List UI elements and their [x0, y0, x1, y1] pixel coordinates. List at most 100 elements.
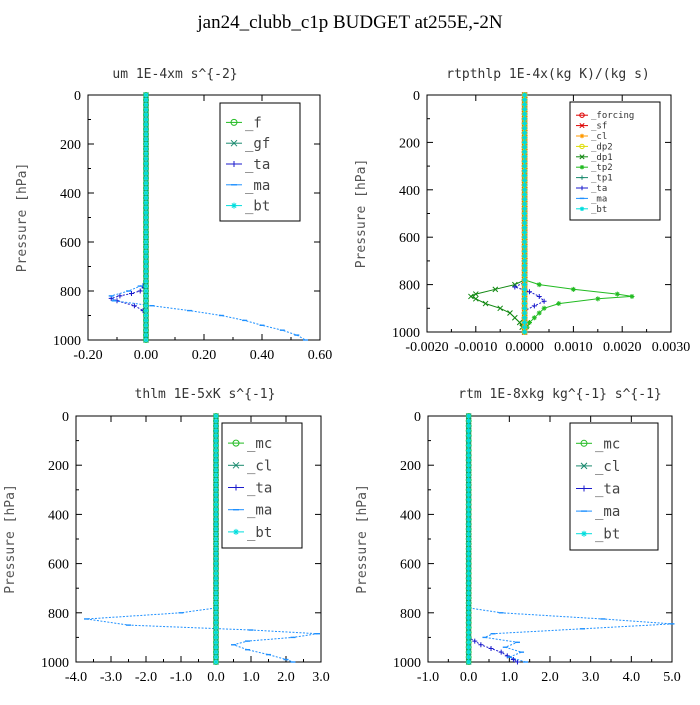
y-tick-label: 0	[62, 410, 69, 425]
y-tick-label: 600	[400, 558, 421, 573]
data-point	[213, 472, 219, 478]
data-point	[213, 516, 219, 522]
legend-box	[221, 422, 303, 549]
data-point	[213, 610, 219, 616]
data-point	[213, 590, 219, 596]
data-point	[466, 654, 472, 660]
data-point	[143, 249, 149, 255]
legend-swatch-marker	[579, 175, 585, 180]
x-tick-label: 4.0	[623, 670, 641, 685]
series-bt	[466, 413, 472, 665]
data-point	[522, 253, 528, 259]
data-point	[143, 102, 149, 108]
legend-entry: _mc	[595, 436, 620, 452]
data-point	[213, 413, 219, 419]
data-point	[522, 120, 528, 126]
data-point	[531, 315, 537, 321]
data-point	[143, 332, 149, 338]
data-point	[143, 170, 149, 176]
x-tick-label: 0.0030	[652, 340, 691, 355]
data-point	[522, 215, 528, 221]
data-point	[213, 595, 219, 601]
data-point	[522, 196, 528, 202]
legend: _mc _cl _ta _ma _bt	[569, 422, 659, 551]
y-tick-label: 600	[60, 236, 81, 251]
legend-entry: _ta	[245, 157, 270, 173]
data-point	[143, 121, 149, 127]
data-point	[129, 290, 134, 296]
data-point	[466, 556, 472, 562]
x-tick-label: 3.0	[582, 670, 600, 685]
data-point	[522, 116, 528, 122]
data-point	[213, 438, 219, 444]
y-tick-label: 800	[48, 607, 69, 622]
data-point	[466, 629, 472, 635]
data-point	[143, 264, 149, 269]
data-point	[213, 541, 219, 547]
legend-entry: _mc	[247, 436, 272, 452]
legend-box	[569, 422, 659, 551]
panel-title: rtm 1E-8xkg kg^{-1} s^{-1}	[458, 387, 662, 402]
data-point	[213, 482, 219, 488]
series-bt	[213, 413, 219, 665]
data-point	[213, 625, 219, 631]
data-point	[143, 224, 149, 230]
data-point	[213, 615, 219, 621]
data-point	[213, 561, 219, 567]
data-point	[522, 277, 528, 283]
data-point	[478, 642, 484, 648]
data-point	[143, 97, 149, 103]
data-point	[522, 144, 528, 150]
data-point	[143, 254, 149, 260]
data-point	[522, 282, 528, 288]
data-point	[531, 303, 537, 309]
data-point	[488, 645, 494, 651]
y-tick-label: 600	[48, 558, 69, 573]
data-point	[522, 192, 528, 198]
panel-2: rtpthlp 1E-4x(kg K)/(kg s) Pressure [hPa]…	[354, 67, 690, 355]
data-point	[466, 615, 472, 621]
data-point	[497, 305, 504, 312]
legend-swatch-marker	[230, 139, 238, 147]
data-point	[213, 462, 219, 468]
data-point	[522, 248, 528, 254]
data-point	[536, 310, 542, 316]
panel-1: um 1E-4xm s^{-2} Pressure [hPa] -0.20 0.00 0…	[15, 67, 332, 363]
legend-entry: _ma	[245, 178, 270, 194]
data-point	[466, 462, 472, 468]
data-point	[522, 201, 528, 207]
y-tick-label: 0	[414, 410, 421, 425]
data-point	[522, 286, 528, 292]
legend-entry: _ma	[595, 504, 620, 520]
legend-entry: _ta	[591, 184, 607, 194]
data-point	[466, 620, 472, 626]
legend: _f _gf _ta _ma _bt	[219, 102, 301, 222]
data-point	[512, 284, 518, 290]
data-point	[143, 259, 149, 265]
data-point	[516, 319, 523, 326]
data-point	[522, 139, 528, 145]
data-point	[522, 272, 528, 278]
data-point	[472, 295, 479, 302]
legend-swatch-marker	[579, 165, 585, 170]
data-point	[213, 418, 219, 424]
x-tick-label: -0.0010	[454, 340, 497, 355]
y-tick-label: 800	[60, 285, 81, 300]
data-point	[522, 296, 528, 302]
x-tick-label: 0.40	[250, 348, 275, 363]
data-point	[472, 638, 478, 644]
data-point	[143, 317, 149, 323]
data-point	[213, 502, 219, 508]
data-point	[143, 126, 149, 132]
legend-entry: _cl	[591, 132, 607, 142]
x-tick-label: 3.0	[312, 670, 330, 685]
data-point	[536, 293, 542, 299]
data-point	[522, 329, 528, 335]
y-tick-label: 400	[400, 508, 421, 523]
legend: _forcing_sf_cl_dp2_dp1_tp2_tp1_ta_ma_bt	[569, 101, 661, 221]
panel-title: rtpthlp 1E-4x(kg K)/(kg s)	[446, 67, 650, 82]
data-point	[213, 487, 219, 493]
panel-title: um 1E-4xm s^{-2}	[112, 67, 237, 82]
data-point	[466, 634, 472, 640]
data-point	[522, 229, 528, 235]
